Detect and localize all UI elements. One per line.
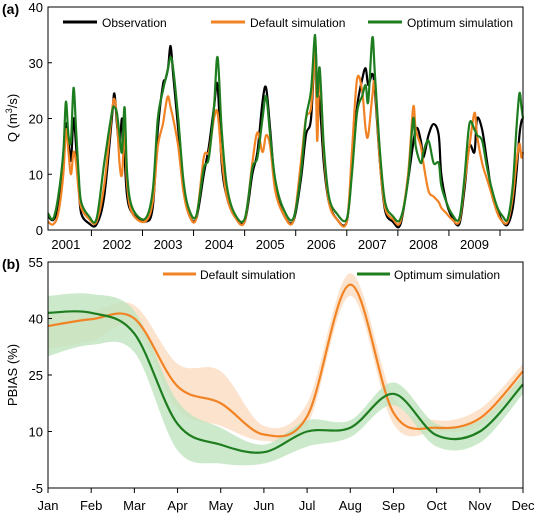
panel-b-y-tick-label: 55: [29, 255, 43, 270]
series-line-default-simulation-pbias: [47, 283, 524, 438]
legend-label-optimum: Optimum simulation: [407, 16, 513, 30]
series-band-optimum-simulation: [48, 293, 523, 466]
panel-a-y-tick-label: 0: [36, 223, 43, 238]
panel-a-x-tick-label: 2007: [358, 237, 387, 252]
panel-a-x-tick-label: 2006: [307, 237, 336, 252]
panel-a-y-tick-label: 20: [29, 112, 43, 127]
panel-a-frame: [47, 6, 524, 231]
panel-a-y-tick-label: 10: [29, 167, 43, 182]
panel-a-y-tick-label: 40: [29, 0, 43, 15]
panel-b-y-axis-title: PBIAS (%): [5, 344, 20, 406]
panel-a-x-tick-label: 2004: [205, 237, 234, 252]
panel-a-legend: Observation Default simulation Optimum s…: [63, 16, 513, 30]
legend-label-optimum-b: Optimum simulation: [394, 268, 500, 282]
panel-a-x-tick-label: 2008: [409, 237, 438, 252]
series-line-optimum-simulation: [47, 33, 525, 224]
legend-label-observation: Observation: [102, 16, 167, 30]
panel-b-x-tick-label: Jul: [299, 498, 316, 513]
series-band-default-simulation: [48, 273, 523, 443]
panel-b-x-tick-label: Oct: [427, 498, 448, 513]
panel-b-x-axis: Jan Feb Mar Apr May Jun Jul Aug Sep Oct Nov Dec: [38, 488, 535, 513]
panel-b-x-tick-label: Jun: [253, 498, 274, 513]
panel-b-bands: [48, 273, 523, 466]
panel-a-label: (a): [2, 1, 19, 17]
series-line-optimum-simulation-pbias: [47, 310, 524, 454]
panel-b-y-tick-label: 40: [29, 312, 43, 327]
panel-b-x-tick-label: Dec: [511, 498, 535, 513]
panel-b-x-tick-label: May: [208, 498, 233, 513]
panel-b-y-tick-label: 25: [29, 368, 43, 383]
panel-b-x-tick-label: Mar: [123, 498, 146, 513]
panel-b-x-tick-label: Jan: [38, 498, 59, 513]
legend-label-default-b: Default simulation: [200, 268, 295, 282]
panel-b-x-tick-label: Apr: [167, 498, 188, 513]
panel-b-x-tick-label: Sep: [382, 498, 405, 513]
panel-b-x-tick-label: Nov: [468, 498, 492, 513]
panel-a-x-tick-label: 2005: [256, 237, 285, 252]
panel-a-x-axis: 2001 2002 2003 2004 2005 2006 2007 2008 2009: [51, 230, 501, 252]
panel-b-label: (b): [2, 256, 20, 272]
legend-label-default: Default simulation: [250, 16, 345, 30]
panel-a-x-tick-label: 2001: [51, 237, 80, 252]
panel-a-y-tick-label: 30: [29, 56, 43, 71]
panel-b-series: [47, 283, 524, 454]
panel-a-x-tick-label: 2003: [154, 237, 183, 252]
panel-b-x-tick-label: Aug: [339, 498, 362, 513]
panel-b-y-tick-label: -5: [31, 481, 43, 496]
panel-b-legend: Default simulation Optimum simulation: [163, 268, 500, 282]
panel-a-y-axis: 0 10 20 30 40: [29, 0, 52, 238]
panel-a-y-axis-title: Q (m3/s): [4, 94, 20, 142]
panel-a-series: [47, 33, 525, 229]
panel-b-x-tick-label: Feb: [80, 498, 102, 513]
panel-a-x-tick-label: 2002: [102, 237, 131, 252]
panel-b-y-axis: -5 10 25 40 55: [29, 255, 52, 496]
panel-a-x-tick-label: 2009: [460, 237, 489, 252]
panel-b-y-tick-label: 10: [29, 425, 43, 440]
panel-b: (b) -5 10 25 40 55 Jan Feb Mar Apr May Jun Jul Aug S…: [2, 255, 535, 513]
